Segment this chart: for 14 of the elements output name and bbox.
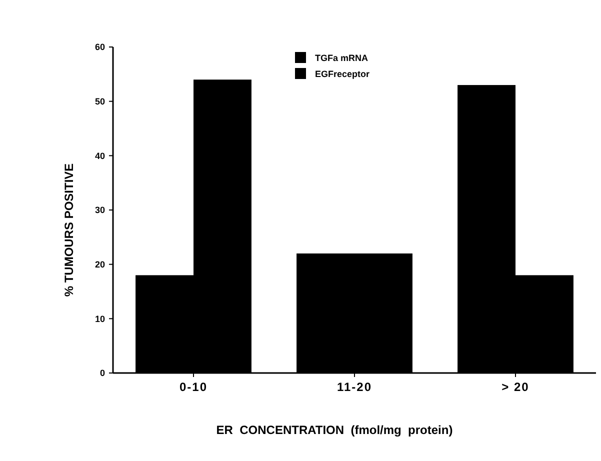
x-tick-label: > 20 [502,380,530,394]
y-tick-label: 50 [94,96,105,106]
y-axis-title: % TUMOURS POSITIVE [62,163,76,297]
y-tick-label: 60 [94,42,105,52]
y-tick-label: 30 [94,205,105,216]
y-tick-label: 10 [94,314,105,324]
y-tick-label: 40 [94,150,105,161]
legend-label: TGFa mRNA [315,53,369,63]
y-tick-label: 0 [100,368,105,378]
x-axis-title: ER CONCENTRATION (fmol/mg protein) [216,423,453,437]
x-tick-label: 11-20 [336,380,372,394]
legend-label: EGFreceptor [315,69,370,79]
y-tick-label: 20 [94,259,105,270]
x-tick-label: 0-10 [179,380,208,394]
